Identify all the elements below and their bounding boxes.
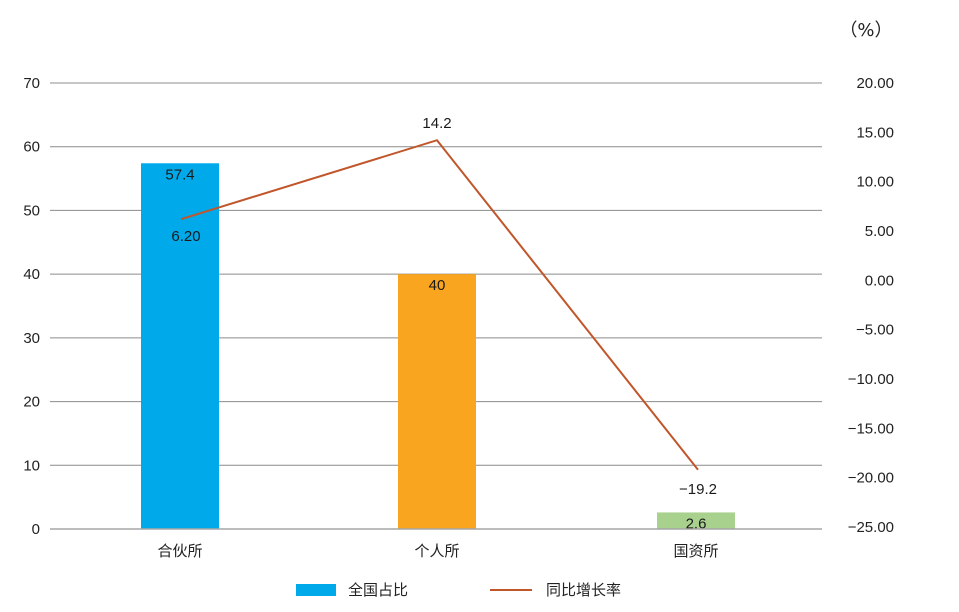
left-tick-label: 0 [32,521,40,538]
category-label: 合伙所 [157,542,202,560]
right-tick-label: −10.00 [848,371,894,388]
right-tick-label: 5.00 [865,223,894,240]
growth-line [180,139,699,471]
left-tick-label: 10 [23,457,40,474]
right-tick-label: 15.00 [856,124,894,141]
left-tick-label: 70 [23,75,40,92]
line-value-label: 14.2 [422,115,451,132]
bar-value-label: 2.6 [686,515,707,532]
category-label: 个人所 [414,542,459,560]
right-tick-label: 20.00 [856,75,894,92]
left-tick-label: 20 [23,394,40,411]
right-tick-label: 10.00 [856,174,894,191]
right-axis-unit: （%） [839,20,892,41]
legend-bar-label: 全国占比 [348,581,409,599]
right-tick-label: 0.00 [865,272,894,289]
line-swatch-icon [490,588,532,591]
left-tick-label: 40 [23,266,40,283]
right-tick-label: −15.00 [848,420,894,437]
line-value-label: 6.20 [171,228,200,245]
bar [398,274,476,529]
right-tick-label: −5.00 [856,322,894,339]
left-tick-label: 30 [23,330,40,347]
line-value-label: −19.2 [679,481,717,498]
bar [141,163,219,529]
bar-swatch-icon [296,583,336,596]
left-tick-label: 50 [23,202,40,219]
right-tick-label: −20.00 [848,470,894,487]
x-axis-labels: 合伙所 个人所 国资所 [157,542,718,560]
right-axis: 20.00 15.00 10.00 5.00 0.00 −5.00 −10.00 −15.00… [848,75,894,536]
legend-item-bar: 全国占比 [296,579,408,600]
legend: 全国占比 同比增长率 [0,579,959,603]
legend-line-label: 同比增长率 [546,581,622,599]
category-label: 国资所 [673,542,718,560]
legend-item-line: 同比增长率 [490,579,621,600]
bar-value-label: 57.4 [165,166,194,183]
right-tick-label: −25.00 [848,519,894,536]
bar-series: 57.4 40 2.6 [141,163,735,532]
left-axis: 0 10 20 30 40 50 60 70 [23,75,40,538]
bar-value-label: 40 [429,277,446,294]
left-tick-label: 60 [23,139,40,156]
line-series: 6.20 14.2 −19.2 [171,115,717,498]
bar [657,512,735,529]
